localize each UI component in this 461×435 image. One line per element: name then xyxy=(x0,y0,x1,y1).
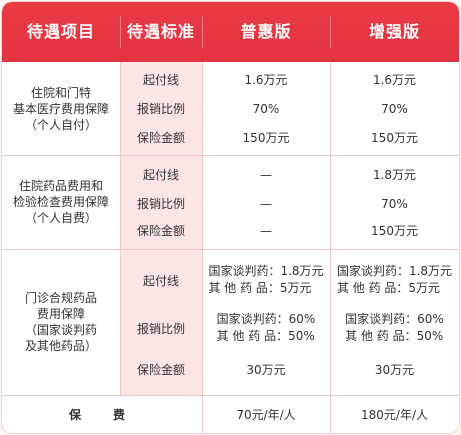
s3-r2-enhanced: 国家谈判药：60% 其 他 药 品：50% xyxy=(330,308,459,348)
s3-r1-basic-line: 国家谈判药：1.8万元 xyxy=(208,264,324,278)
s3-r2-basic-line: 其 他 药 品：50% xyxy=(216,329,315,343)
s2-r3-basic: — xyxy=(260,223,272,238)
s3-r1-label: 起付线 xyxy=(142,273,179,288)
s2-r3-label: 保险金额 xyxy=(136,224,185,238)
s2-r3-enhanced: 150万元 xyxy=(371,224,418,238)
s3-r1-basic: 国家谈判药：1.8万元 其 他 药 品：5万元 xyxy=(202,260,330,300)
s3-r1-enhanced: 国家谈判药：1.8万元 其 他 药 品：5万元 xyxy=(330,260,459,300)
section-3-item-line: （国家谈判药 xyxy=(24,323,97,337)
s1-r3-enhanced: 150万元 xyxy=(371,131,418,145)
section-1-item: 住院和门特 基本医疗费用保障 （个人自付） xyxy=(2,62,120,155)
s1-r3-basic: 150万元 xyxy=(242,131,290,145)
s3-r2-enhanced-line: 其 他 药 品：50% xyxy=(345,329,444,343)
s2-r1-enhanced: 1.8万元 xyxy=(372,168,417,182)
standard-column-band xyxy=(120,62,202,395)
s3-r2-basic: 国家谈判药：60% 其 他 药 品：50% xyxy=(202,308,330,348)
fee-enhanced: 180元/年/人 xyxy=(361,407,428,422)
table-header: 待遇项目 待遇标准 普惠版 增强版 xyxy=(2,2,459,62)
s3-r3-label: 保险金额 xyxy=(136,362,185,377)
s1-r1-label: 起付线 xyxy=(142,73,179,87)
s3-r3-enhanced: 30万元 xyxy=(374,362,415,377)
header-item: 待遇项目 xyxy=(26,22,95,41)
section-1-item-line: 住院和门特 xyxy=(30,85,91,100)
section-1-item-line: （个人自付） xyxy=(24,117,97,132)
s3-r2-label: 报销比例 xyxy=(136,321,185,336)
section-1-item-line: 基本医疗费用保障 xyxy=(12,101,109,116)
section-3-item-line: 及其他药品） xyxy=(24,339,97,353)
section-3-item: 门诊合规药品 费用保障 （国家谈判药 及其他药品） xyxy=(2,249,120,395)
s1-r1-enhanced: 1.6万元 xyxy=(372,73,417,87)
s3-r1-enhanced-line: 其 他 药 品：5万元 xyxy=(336,281,441,295)
header-basic-plan: 普惠版 xyxy=(240,22,292,41)
s2-r2-basic: — xyxy=(260,196,272,211)
fee-label: 保 费 xyxy=(68,407,135,422)
s3-r2-enhanced-line: 国家谈判药：60% xyxy=(345,312,444,326)
section-2-item: 住院药品费用和 检验检查费用保障 （个人自费） xyxy=(2,155,120,249)
fee-basic: 70元/年/人 xyxy=(236,407,296,422)
s1-r2-basic: 70% xyxy=(252,101,280,116)
section-2-item-line: 检验检查费用保障 xyxy=(12,195,109,209)
s3-r3-basic: 30万元 xyxy=(246,362,286,377)
header-enhanced-plan: 增强版 xyxy=(368,22,420,41)
s1-r2-enhanced: 70% xyxy=(381,101,408,116)
section-2-item-line: （个人自费） xyxy=(24,211,97,225)
s2-r1-label: 起付线 xyxy=(142,168,179,182)
s2-r1-basic: — xyxy=(260,167,272,182)
s3-r1-basic-line: 其 他 药 品：5万元 xyxy=(208,281,312,295)
section-3-item-line: 门诊合规药品 xyxy=(24,291,97,305)
s3-r1-enhanced-line: 国家谈判药：1.8万元 xyxy=(336,264,453,278)
section-2-item-line: 住院药品费用和 xyxy=(18,179,103,193)
s1-r3-label: 保险金额 xyxy=(136,131,185,145)
s1-r2-label: 报销比例 xyxy=(136,102,185,116)
s2-r2-label: 报销比例 xyxy=(136,197,185,211)
header-standard: 待遇标准 xyxy=(126,22,195,41)
s2-r2-enhanced: 70% xyxy=(381,196,408,211)
s3-r2-basic-line: 国家谈判药：60% xyxy=(216,312,316,326)
section-3-item-line: 费用保障 xyxy=(36,307,85,321)
s1-r1-basic: 1.6万元 xyxy=(244,73,288,87)
